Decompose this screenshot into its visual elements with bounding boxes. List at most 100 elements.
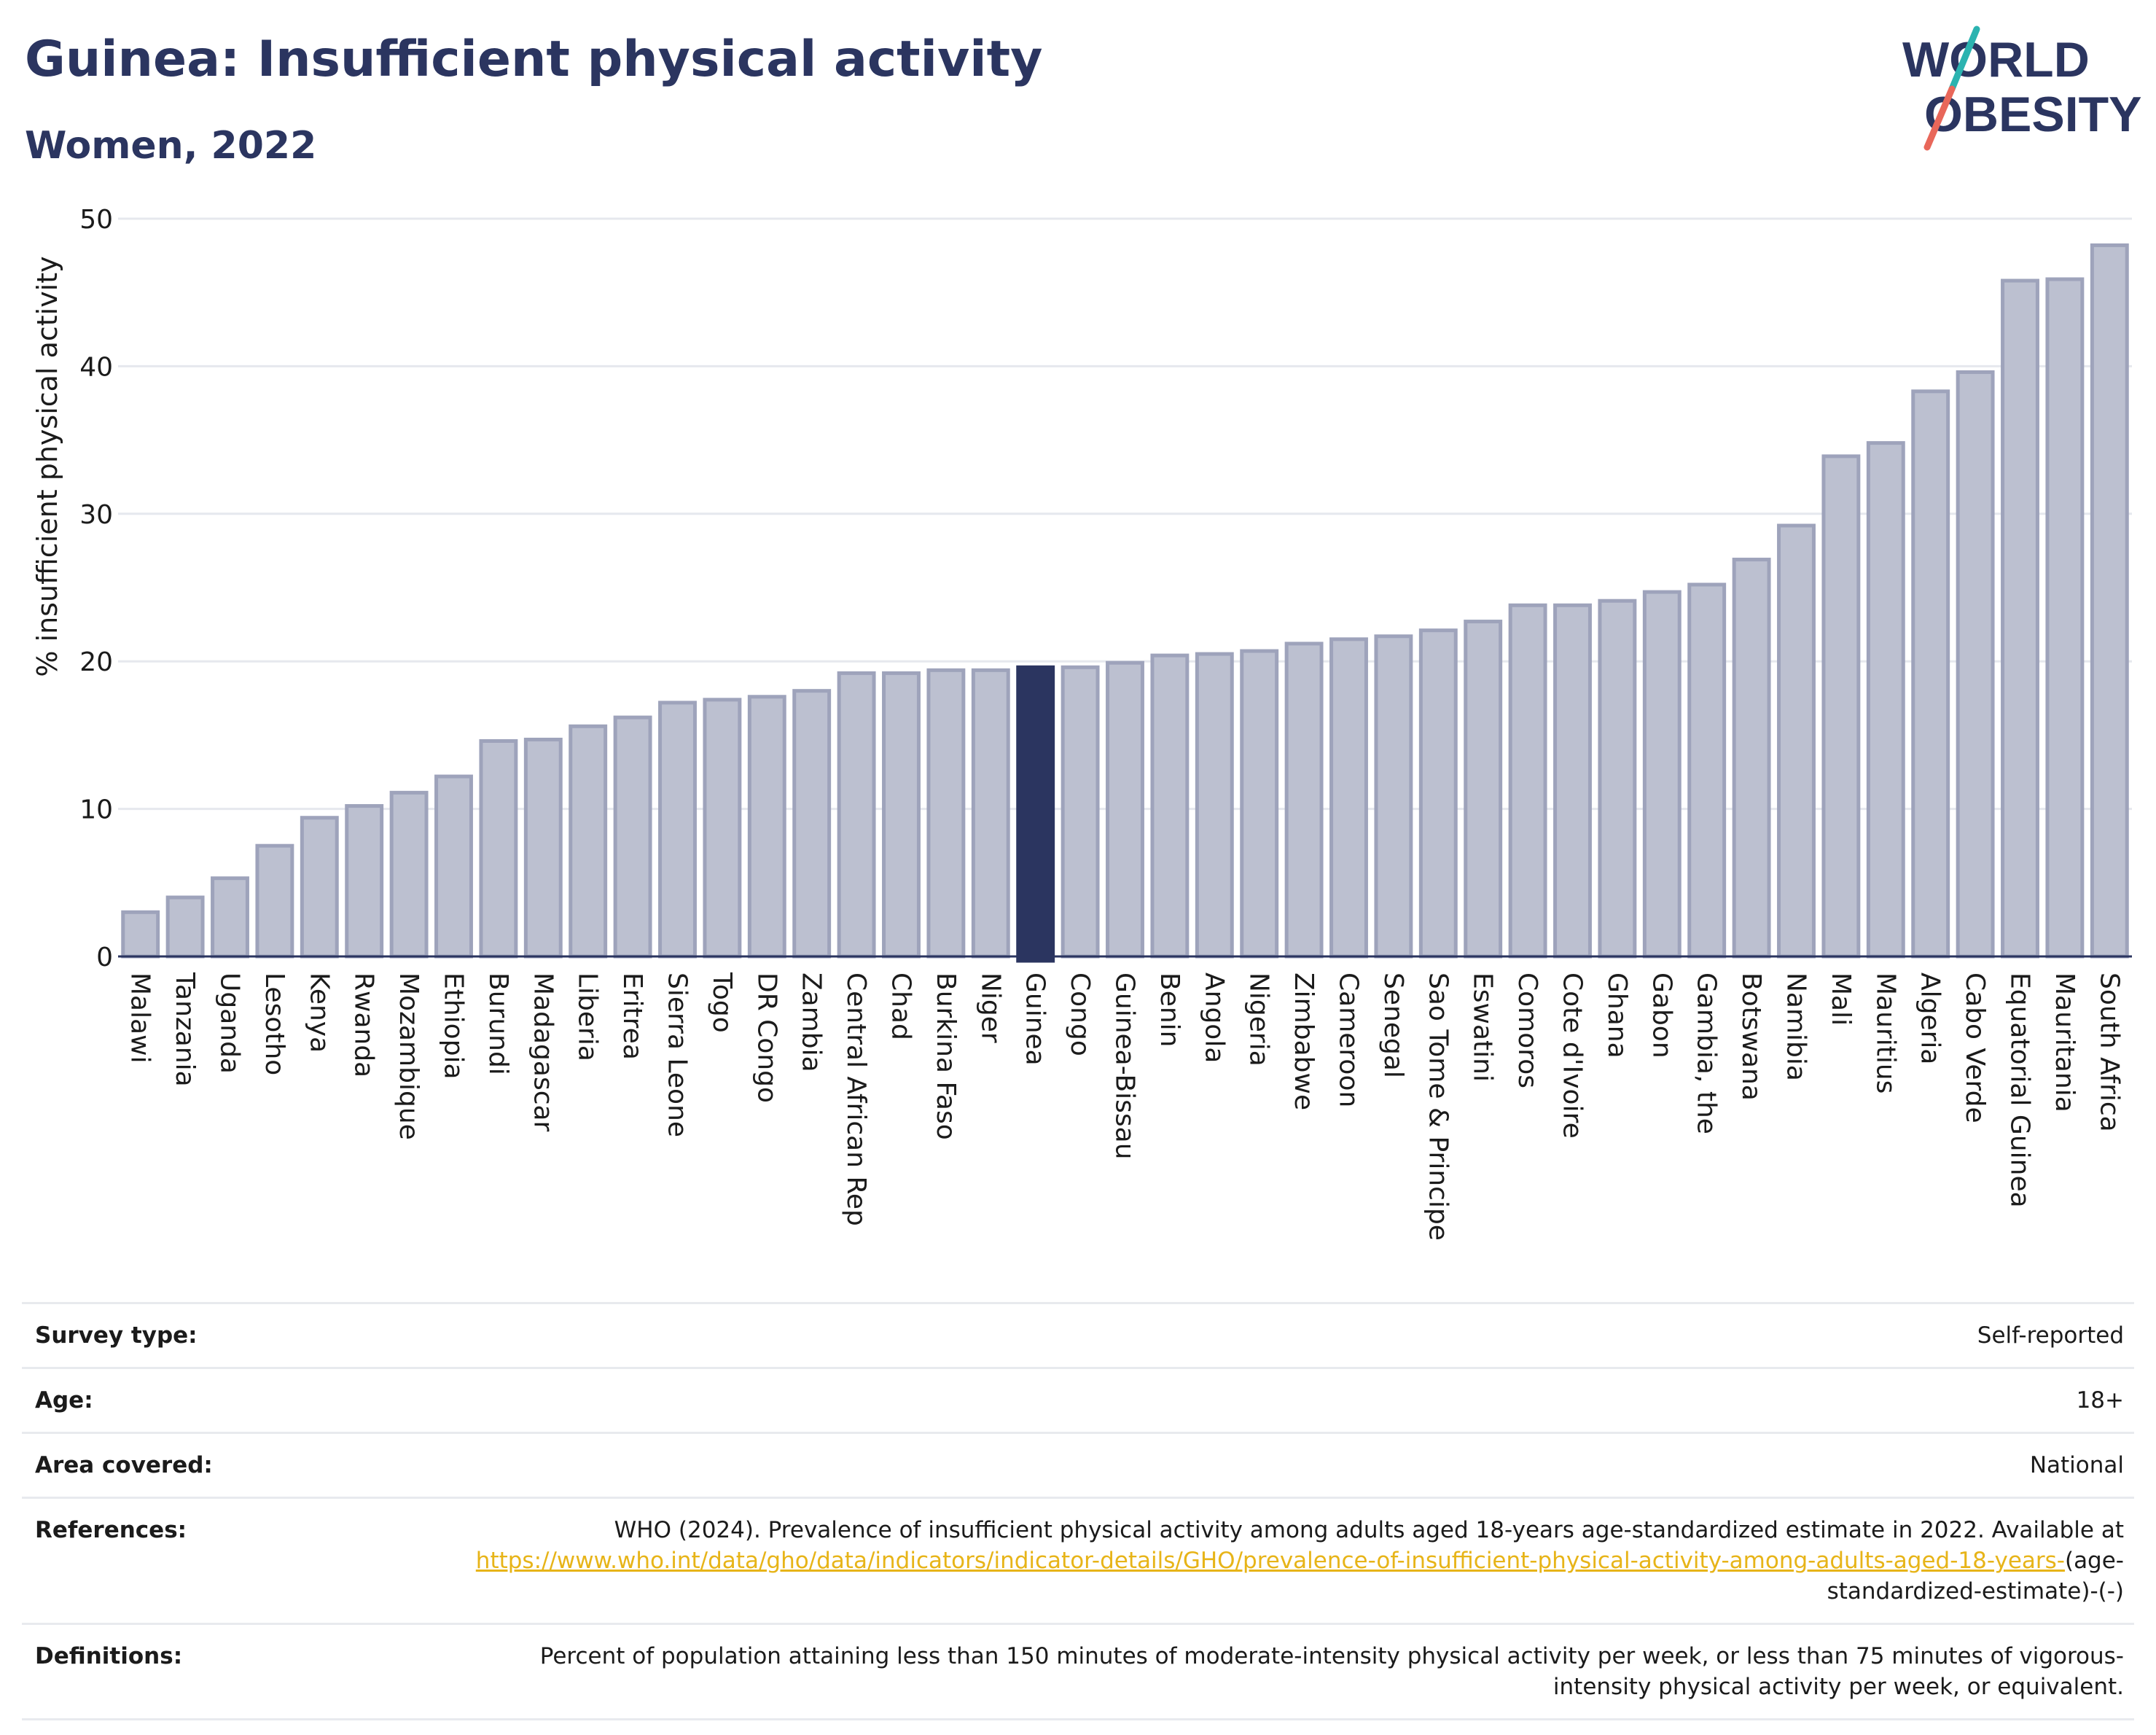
bar-ghana	[1598, 599, 1637, 959]
x-tick-label: Equatorial Guinea	[2005, 972, 2035, 1208]
logo-line1: WORLD	[1902, 32, 2090, 87]
bar-sao-tome-principe	[1418, 628, 1458, 959]
x-tick-label: Ethiopia	[439, 972, 469, 1080]
x-tick-label: Nigeria	[1244, 972, 1274, 1067]
bar-gabon	[1642, 590, 1682, 959]
x-tick-label: Zambia	[797, 972, 827, 1072]
bar-liberia	[569, 724, 608, 959]
bar-sierra-leone	[658, 701, 697, 959]
meta-row-survey-type: Survey type: Self-reported	[22, 1303, 2134, 1368]
bar-namibia	[1777, 523, 1816, 959]
reference-link[interactable]: https://www.who.int/data/gho/data/indica…	[475, 1548, 2065, 1574]
y-tick-label: 50	[79, 205, 113, 235]
x-tick-label: Mali	[1826, 972, 1856, 1026]
x-tick-label: Malawi	[125, 972, 155, 1064]
x-tick-label: Senegal	[1378, 972, 1408, 1078]
meta-key: References:	[35, 1517, 187, 1543]
bar-togo	[703, 698, 742, 959]
chart-subtitle: Women, 2022	[25, 124, 317, 168]
meta-value: WHO (2024). Prevalence of insufficient p…	[453, 1498, 2134, 1624]
x-tick-label: Ghana	[1602, 972, 1632, 1058]
bars	[118, 243, 2132, 963]
meta-row-age: Age: 18+	[22, 1368, 2134, 1433]
meta-value: Percent of population attaining less tha…	[539, 1643, 2124, 1700]
x-tick-label: Angola	[1199, 972, 1229, 1063]
bar-angola	[1195, 652, 1234, 959]
y-axis-ticks: 0 10 20 30 40 50	[79, 205, 113, 972]
y-axis-label: % insufficient physical activity	[31, 256, 63, 677]
bar-zambia	[792, 689, 832, 959]
bar-central-african-rep	[837, 671, 876, 959]
x-axis-labels: Malawi Tanzania Uganda Lesotho Kenya Rwanda Mo…	[125, 972, 2125, 1241]
x-tick-label: Guinea	[1020, 972, 1050, 1066]
meta-row-area: Area covered: National	[22, 1432, 2134, 1498]
reference-suffix: (age-standardized-estimate)-(-)	[1827, 1548, 2124, 1605]
bar-cameroon	[1329, 637, 1368, 959]
x-tick-label: Burkina Faso	[931, 972, 961, 1140]
bar-senegal	[1374, 634, 1413, 959]
logo-slash-red	[1923, 85, 1956, 151]
x-tick-label: Mauritius	[1870, 972, 1900, 1093]
x-tick-label: Liberia	[573, 972, 603, 1061]
bar-tanzania	[165, 895, 205, 959]
meta-value: 18+	[2076, 1387, 2124, 1414]
bar-eswatini	[1464, 620, 1503, 959]
y-tick-label: 40	[79, 352, 113, 382]
x-tick-label: Togo	[707, 972, 737, 1033]
meta-row-definitions: Definitions: Percent of population attai…	[22, 1623, 2134, 1720]
x-tick-label: Mauritania	[2050, 972, 2079, 1112]
bar-guinea	[1016, 665, 1055, 963]
x-tick-label: Lesotho	[259, 972, 289, 1075]
y-tick-label: 0	[96, 943, 113, 972]
bar-uganda	[211, 876, 249, 959]
meta-key: Survey type:	[35, 1322, 198, 1349]
x-tick-label: Congo	[1065, 972, 1095, 1056]
y-tick-label: 30	[79, 500, 113, 530]
x-tick-label: Niger	[975, 972, 1005, 1043]
x-tick-label: Gambia, the	[1692, 972, 1722, 1134]
bar-eritrea	[613, 715, 652, 959]
bar-dr-congo	[747, 695, 786, 959]
chart-title: Guinea: Insufficient physical activity	[25, 31, 1043, 88]
bar-congo	[1061, 665, 1100, 959]
meta-value: Self-reported	[1977, 1322, 2124, 1349]
y-tick-label: 10	[79, 795, 113, 825]
x-tick-label: DR Congo	[751, 972, 781, 1103]
x-tick-label: Algeria	[1915, 972, 1945, 1065]
bar-botswana	[1732, 558, 1771, 959]
x-tick-label: Eswatini	[1468, 972, 1498, 1082]
x-tick-label: Central African Rep	[841, 972, 871, 1226]
x-tick-label: Gabon	[1647, 972, 1676, 1058]
bar-benin	[1150, 653, 1190, 959]
bar-cote-d-ivoire	[1553, 603, 1592, 959]
x-tick-label: Botswana	[1736, 972, 1766, 1101]
x-tick-label: Chad	[886, 972, 916, 1040]
x-tick-label: Guinea-Bissau	[1110, 972, 1140, 1160]
y-tick-label: 20	[79, 647, 113, 677]
bar-madagascar	[523, 737, 563, 959]
x-tick-label: Uganda	[215, 972, 245, 1074]
bar-mali	[1821, 454, 1861, 959]
bar-rwanda	[345, 804, 384, 959]
bar-chart: 0 10 20 30 40 50 Malawi Tanzania Uganda Lesotho K…	[31, 205, 2132, 1241]
bar-burkina-faso	[926, 668, 966, 959]
bar-mauritius	[1866, 441, 1905, 959]
x-tick-label: Kenya	[304, 972, 334, 1053]
bar-cabo-verde	[1956, 370, 1995, 959]
logo-line2: OBESITY	[1924, 87, 2142, 142]
bar-equatorial-guinea	[2001, 278, 2039, 959]
x-tick-label: Comoros	[1512, 972, 1542, 1088]
bar-gambia-the	[1687, 582, 1727, 959]
x-tick-label: Madagascar	[528, 972, 558, 1132]
x-tick-label: South Africa	[2094, 972, 2124, 1132]
x-tick-label: Eritrea	[617, 972, 647, 1060]
bar-malawi	[121, 910, 160, 959]
bar-comoros	[1508, 603, 1547, 959]
x-tick-label: Zimbabwe	[1289, 972, 1319, 1110]
bar-mozambique	[389, 790, 429, 959]
x-tick-label: Tanzania	[170, 972, 200, 1087]
bar-ethiopia	[434, 774, 473, 959]
x-tick-label: Benin	[1155, 972, 1184, 1047]
bar-mauritania	[2045, 277, 2085, 959]
meta-key: Definitions:	[35, 1643, 183, 1669]
